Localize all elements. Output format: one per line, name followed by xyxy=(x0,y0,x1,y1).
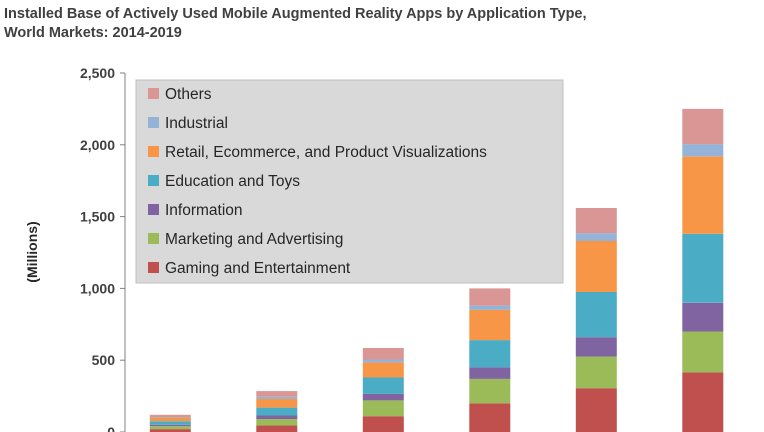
bar-segment xyxy=(256,425,298,432)
bar-segment xyxy=(575,388,617,432)
legend-label: Industrial xyxy=(165,115,228,132)
bar-segment xyxy=(469,288,511,306)
bar-segment xyxy=(149,414,191,417)
bar-segment xyxy=(575,356,617,389)
chart-title: Installed Base of Actively Used Mobile A… xyxy=(0,0,764,50)
legend-label: Information xyxy=(165,202,243,219)
y-tick-label: 2,500 xyxy=(80,65,115,81)
y-tick-label: 1,000 xyxy=(80,280,115,296)
bar-segment xyxy=(682,144,724,157)
bar-segment xyxy=(682,302,724,332)
bar-segment xyxy=(469,403,511,432)
bar-segment xyxy=(362,393,404,401)
bar-segment xyxy=(256,391,298,397)
legend-label: Others xyxy=(165,86,212,103)
bar-segment xyxy=(256,415,298,420)
legend-label: Retail, Ecommerce, and Product Visualiza… xyxy=(165,144,487,161)
legend-swatch xyxy=(148,146,159,157)
legend-label: Gaming and Entertainment xyxy=(165,260,351,277)
bar-segment xyxy=(149,426,191,430)
bar-segment xyxy=(256,399,298,408)
bar-segment xyxy=(575,233,617,241)
bar-segment xyxy=(362,400,404,417)
y-tick-label: 1,500 xyxy=(80,209,115,225)
chart-title-line-1: Installed Base of Actively Used Mobile A… xyxy=(4,6,587,22)
bar-segment xyxy=(575,292,617,338)
bar-segment xyxy=(575,241,617,292)
bar-segment xyxy=(469,378,511,404)
bar-segment xyxy=(362,416,404,432)
legend-swatch xyxy=(148,88,159,99)
bar-segment xyxy=(362,377,404,394)
bar-segment xyxy=(682,331,724,373)
chart-title-line-2: World Markets: 2014-2019 xyxy=(4,25,182,41)
legend-swatch xyxy=(148,117,159,128)
bar-segment xyxy=(575,208,617,234)
y-axis-label: (Millions) xyxy=(24,221,40,282)
legend-label: Education and Toys xyxy=(165,173,300,190)
bar-segment xyxy=(469,309,511,341)
bar-segment xyxy=(469,305,511,310)
y-tick-label: 500 xyxy=(92,352,116,368)
y-tick-label: 2,000 xyxy=(80,137,115,153)
bar-segment xyxy=(149,429,191,432)
bar-segment xyxy=(682,156,724,234)
legend-swatch xyxy=(148,204,159,215)
legend-box xyxy=(135,79,564,284)
legend-swatch xyxy=(148,233,159,244)
bar-segment xyxy=(682,108,724,145)
bar-segment xyxy=(149,421,191,425)
bar-segment xyxy=(256,419,298,426)
bar-segment xyxy=(149,424,191,427)
bar-segment xyxy=(575,337,617,357)
legend-label: Marketing and Advertising xyxy=(165,231,343,248)
bar-segment xyxy=(469,367,511,379)
legend-swatch xyxy=(148,175,159,186)
y-tick-label: 0 xyxy=(107,424,115,432)
bar-segment xyxy=(682,233,724,303)
bar-segment xyxy=(362,348,404,360)
bar-segment xyxy=(362,362,404,378)
bar-segment xyxy=(469,340,511,368)
bar-segment xyxy=(256,396,298,399)
bar-segment xyxy=(149,417,191,422)
bar-segment xyxy=(256,407,298,416)
legend-swatch xyxy=(148,262,159,273)
bar-segment xyxy=(362,359,404,363)
bar-segment xyxy=(682,372,724,432)
bar-segment xyxy=(149,416,191,418)
